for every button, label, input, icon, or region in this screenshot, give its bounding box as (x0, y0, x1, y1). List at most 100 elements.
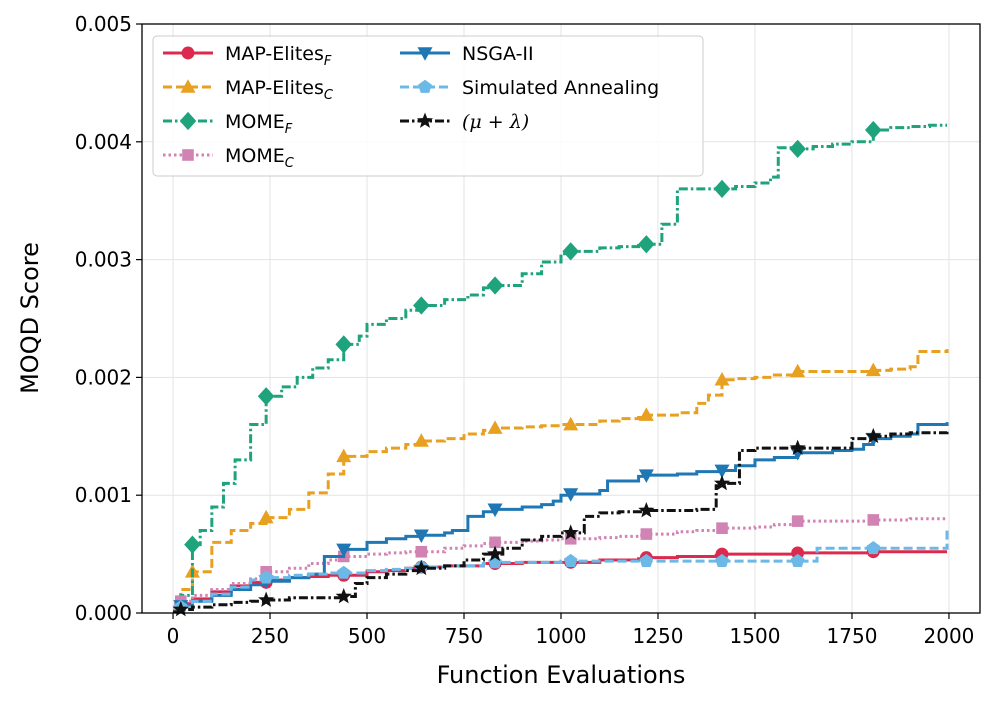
legend-marker (416, 112, 434, 128)
data-point (563, 488, 579, 502)
series-map-elites-c (173, 349, 949, 609)
data-point (563, 553, 578, 568)
legend-label-main: MAP-Elites (225, 43, 324, 65)
legend-label-main: Simulated Annealing (462, 77, 659, 99)
data-point (714, 464, 730, 479)
y-tick-label: 0.004 (75, 130, 132, 154)
data-point (486, 545, 504, 561)
legend-marker (181, 46, 195, 60)
legend-label: Simulated Annealing (462, 77, 659, 99)
data-point (790, 553, 805, 568)
data-point (638, 502, 655, 518)
data-point (335, 335, 353, 354)
series-series-6 (172, 427, 949, 617)
legend-label-subscript: C (324, 88, 334, 103)
y-tick-label: 0.000 (75, 601, 132, 625)
y-tick-label: 0.003 (75, 248, 132, 272)
data-point (336, 565, 351, 579)
data-point (716, 522, 728, 534)
data-point (791, 515, 804, 527)
data-point (336, 448, 352, 463)
data-point (563, 416, 579, 431)
legend-label: NSGA-II (462, 43, 534, 65)
data-point (258, 591, 275, 607)
data-point (789, 439, 806, 455)
legend-item: Simulated Annealing (400, 77, 659, 99)
y-tick-label: 0.001 (75, 483, 132, 507)
data-point (789, 139, 806, 158)
data-point (257, 387, 275, 406)
data-point (413, 296, 430, 315)
legend-marker (182, 149, 194, 161)
legend-label-main: NSGA-II (462, 43, 534, 65)
data-point (259, 570, 274, 584)
data-point (413, 559, 430, 576)
data-point (639, 553, 654, 568)
legend-item: (μ + λ) (400, 111, 529, 133)
data-point (638, 235, 655, 254)
data-point (258, 509, 274, 524)
legend-item: MOMEC (163, 145, 295, 171)
data-point (562, 524, 579, 540)
data-point (486, 276, 504, 295)
legend-marker (417, 47, 433, 61)
legend-label-subscript: C (285, 156, 295, 171)
x-tick-label: 1750 (827, 624, 878, 648)
series-layer (172, 120, 949, 617)
data-point (714, 372, 730, 386)
x-axis: 0 250 500 750 1000 1250 1500 1750 2000 (167, 613, 975, 648)
legend-item: MOMEF (163, 111, 293, 137)
legend-label-main: MAP-Elites (225, 77, 324, 99)
data-point (184, 535, 201, 554)
legend-label: MOMEF (225, 111, 293, 137)
legend-label-main: MOME (225, 111, 285, 133)
data-point (562, 242, 579, 261)
x-tick-label: 750 (445, 624, 483, 648)
legend-label: MAP-ElitesF (225, 43, 332, 69)
y-axis: 0.000 0.001 0.002 0.003 0.004 0.005 (75, 12, 142, 625)
legend: MAP-ElitesFMAP-ElitesCMOMEFMOMECNSGA-IIS… (152, 35, 704, 177)
data-point (713, 179, 731, 199)
data-point (713, 474, 731, 491)
data-point (638, 407, 654, 421)
series-line-series-6 (173, 430, 949, 614)
legend-marker (180, 79, 196, 93)
data-point (638, 469, 654, 483)
legend-label-subscript: F (324, 54, 332, 69)
x-tick-label: 0 (167, 624, 180, 648)
y-tick-label: 0.002 (75, 365, 132, 389)
x-tick-label: 2000 (924, 624, 975, 648)
legend-label-main: MOME (225, 145, 285, 167)
legend-marker (418, 79, 432, 93)
x-tick-label: 1000 (536, 624, 587, 648)
data-point (640, 528, 653, 540)
data-point (336, 543, 352, 558)
x-tick-label: 1250 (633, 624, 684, 648)
data-point (865, 427, 882, 444)
data-point (867, 514, 880, 526)
data-point (487, 420, 503, 434)
x-tick-label: 1500 (730, 624, 781, 648)
legend-label-main: (μ + λ) (462, 111, 529, 133)
data-point (866, 540, 881, 555)
data-point (413, 529, 429, 543)
data-point (335, 588, 352, 604)
x-tick-label: 250 (251, 624, 289, 648)
data-point (790, 363, 806, 378)
data-point (415, 545, 428, 558)
legend-marker (179, 111, 197, 131)
legend-item: NSGA-II (400, 43, 534, 65)
y-tick-label: 0.005 (75, 12, 132, 36)
data-point (413, 433, 429, 447)
legend-item: MAP-ElitesF (163, 43, 332, 69)
series-mome-f (173, 120, 948, 613)
data-point (487, 503, 503, 518)
legend-box (152, 35, 704, 177)
series-line-nsga-ii (173, 422, 949, 613)
legend-item: MAP-ElitesC (163, 77, 334, 103)
data-point (865, 362, 881, 377)
data-point (715, 553, 729, 568)
legend-label: MAP-ElitesC (225, 77, 334, 103)
data-point (865, 120, 882, 140)
